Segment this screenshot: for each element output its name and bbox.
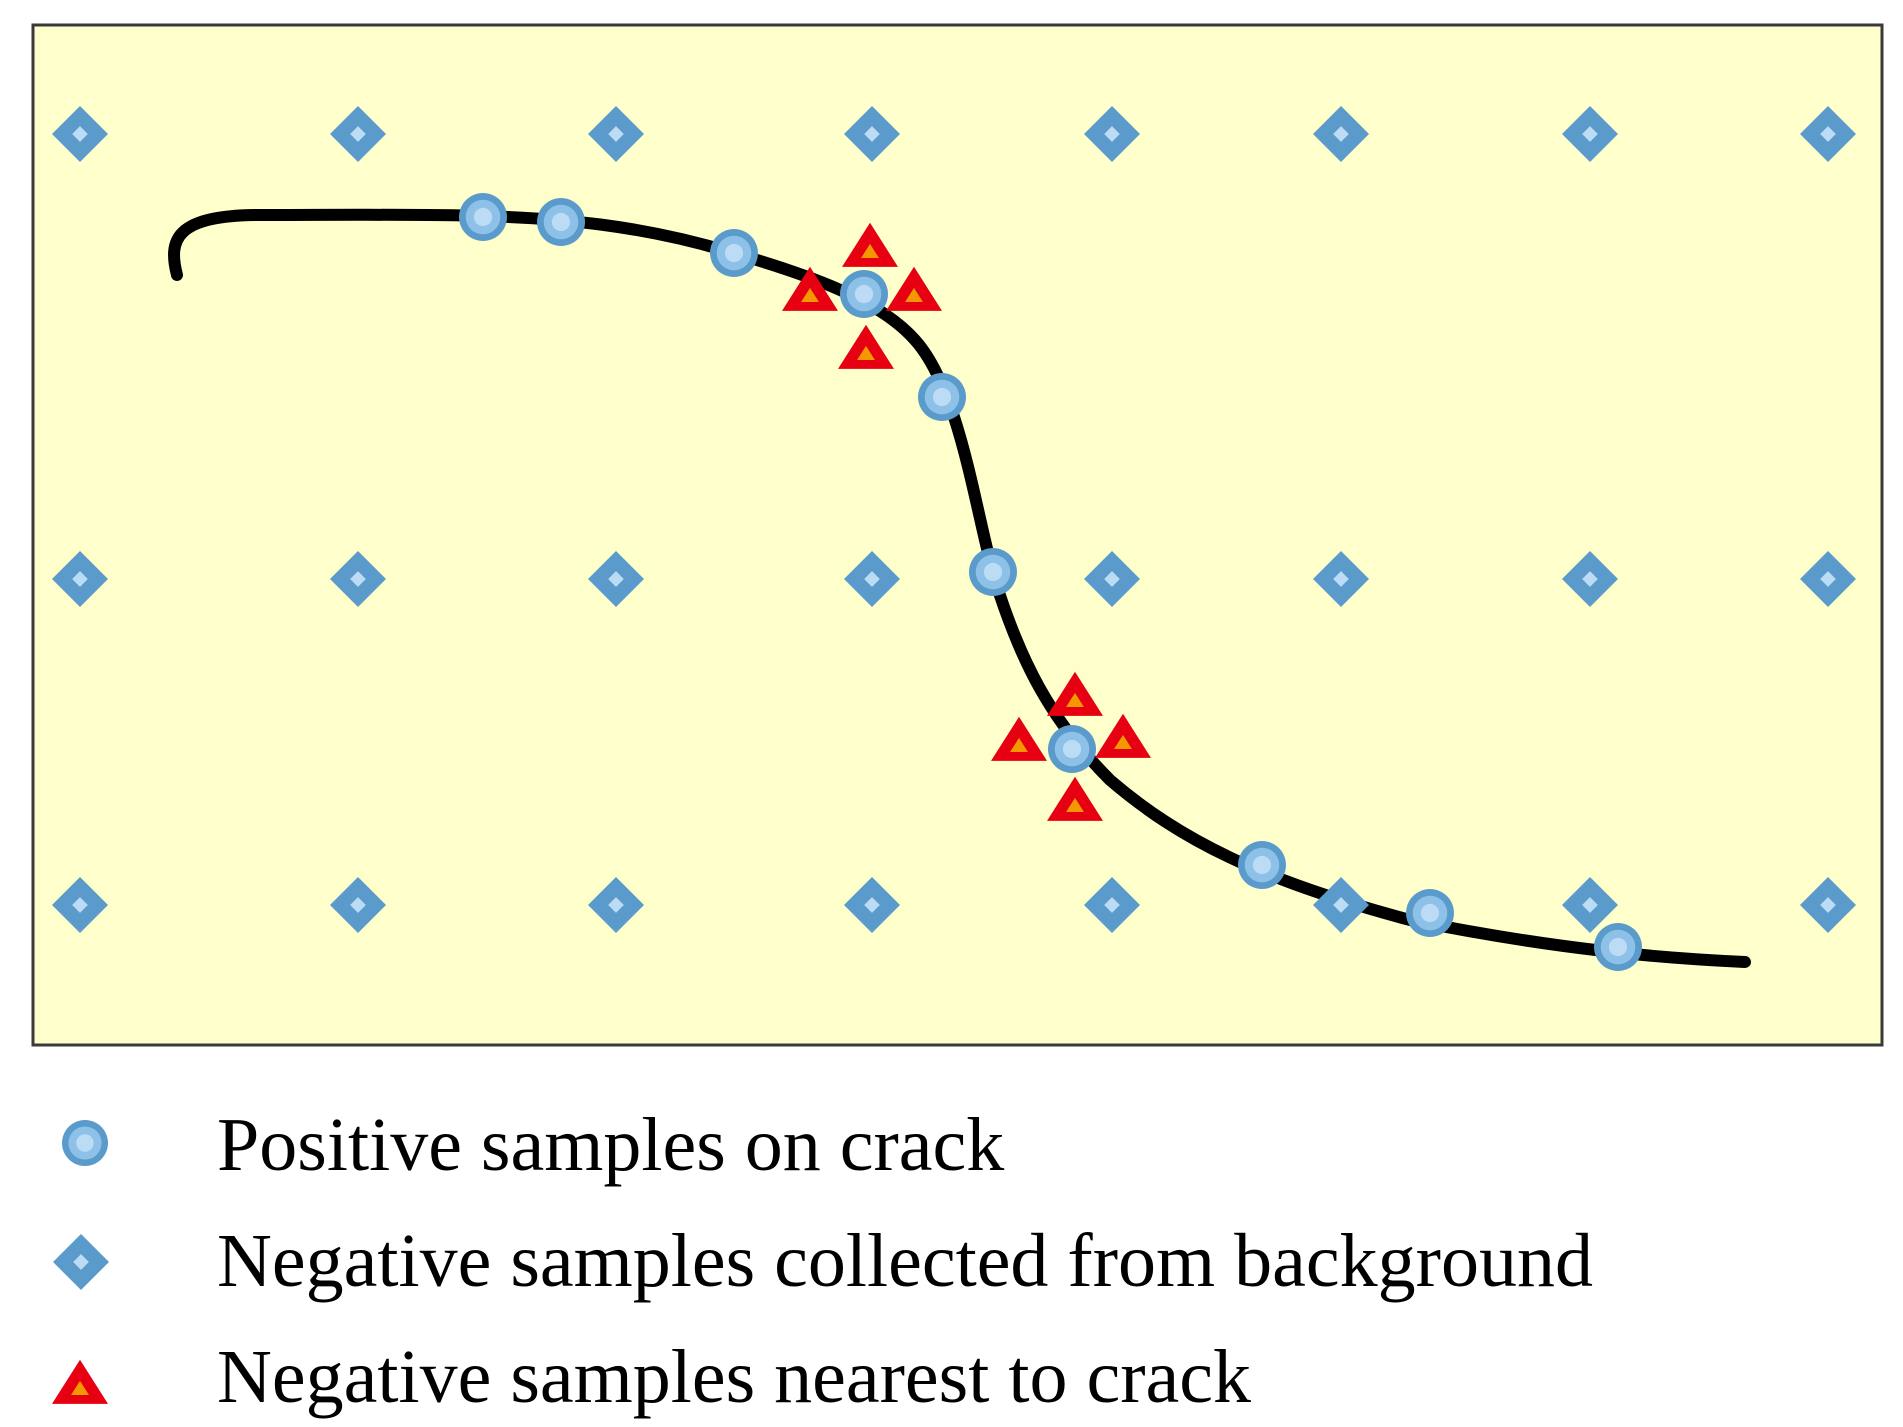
negative-background-sample [1562,551,1618,607]
negative-background-sample [330,106,386,162]
negative-background-sample [330,877,386,933]
legend-label-negative-background: Negative samples collected from backgrou… [217,1219,1593,1303]
negative-background-sample [1084,551,1140,607]
positive-sample [537,198,585,246]
negative-background-sample [52,877,108,933]
positive-sample [710,229,758,277]
positive-sample [969,548,1017,596]
negative-background-sample [1800,106,1856,162]
legend-diamond [53,1234,109,1290]
negative-background-sample [1313,106,1369,162]
legend-item-negative-background: Negative samples collected from backgrou… [53,1219,1593,1303]
negative-nearest-sample [1047,776,1103,821]
legend-triangle [52,1359,108,1404]
negative-background-sample [330,551,386,607]
diamond-marker-icon [53,1234,109,1290]
triangle-marker-icon [52,1359,108,1404]
negative-background-sample [844,551,900,607]
negative-background-sample [588,877,644,933]
negative-background-sample [1562,106,1618,162]
legend-circle [62,1120,108,1166]
negative-nearest-sample [842,222,898,267]
positive-sample [1594,923,1642,971]
positive-sample [459,193,507,241]
legend: Positive samples on crack Negative sampl… [52,1103,1593,1419]
positive-sample [840,270,888,318]
negative-nearest-sample [886,266,942,311]
legend-label-negative-nearest: Negative samples nearest to crack [217,1335,1251,1419]
positive-sample [1406,889,1454,937]
positive-sample [1238,841,1286,889]
negative-nearest-sample [1047,671,1103,716]
negative-background-sample [1313,551,1369,607]
negative-background-sample [1800,877,1856,933]
background-negative-samples [52,106,1856,933]
positive-sample [918,373,966,421]
legend-item-positive: Positive samples on crack [62,1103,1004,1187]
sampling-panel [31,23,1884,1047]
negative-background-sample [1313,877,1369,933]
negative-background-sample [844,877,900,933]
negative-background-sample [588,106,644,162]
negative-background-sample [52,551,108,607]
negative-nearest-sample [782,266,838,311]
negative-nearest-sample [838,324,894,369]
negative-background-sample [1562,877,1618,933]
circle-marker-icon [62,1120,108,1166]
positive-sample [1048,725,1096,773]
negative-background-sample [1084,877,1140,933]
negative-nearest-sample [991,716,1047,761]
nearest-negative-samples [782,222,1151,821]
legend-item-negative-nearest: Negative samples nearest to crack [52,1335,1251,1419]
positive-samples [459,193,1642,971]
negative-background-sample [844,106,900,162]
legend-label-positive: Positive samples on crack [217,1103,1004,1187]
negative-background-sample [1800,551,1856,607]
negative-background-sample [52,106,108,162]
negative-background-sample [1084,106,1140,162]
negative-background-sample [588,551,644,607]
negative-nearest-sample [1095,713,1151,758]
